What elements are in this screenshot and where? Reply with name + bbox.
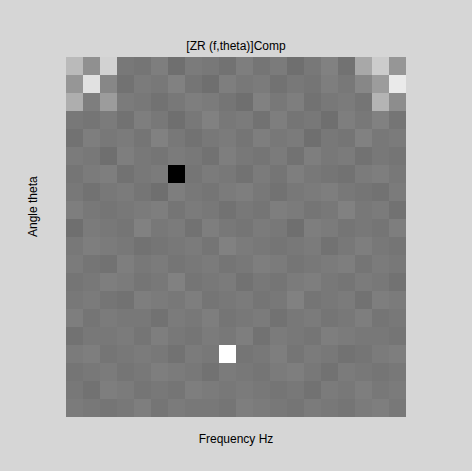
svg-text:Frequency Hz: Frequency Hz <box>199 432 274 446</box>
svg-text:[ZR (f,theta)]Comp: [ZR (f,theta)]Comp <box>186 39 286 53</box>
svg-text:Angle theta: Angle theta <box>26 176 40 237</box>
